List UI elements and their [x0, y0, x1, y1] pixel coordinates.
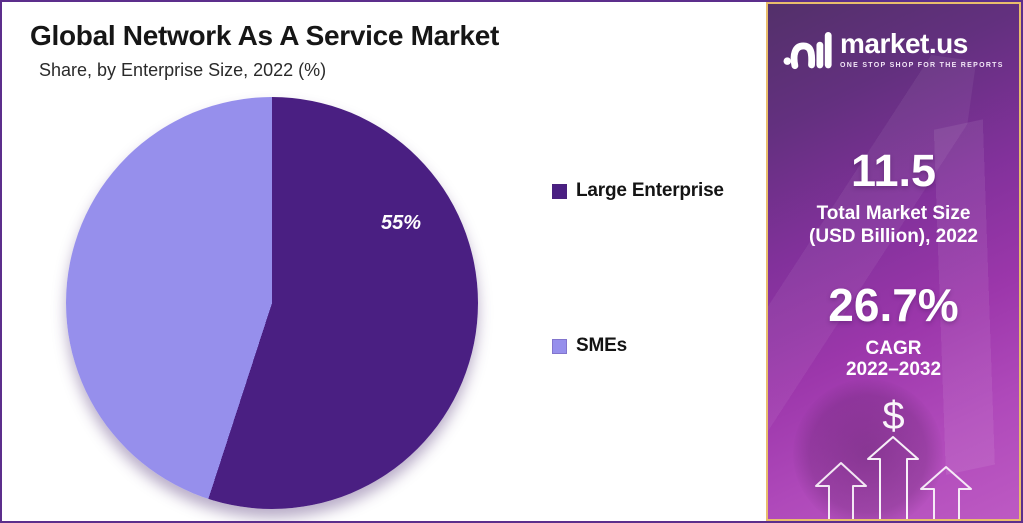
- page-title: Global Network As A Service Market: [30, 20, 500, 51]
- legend-item-large-enterprise: Large Enterprise: [552, 180, 724, 202]
- stat-market-size-value: 11.5: [850, 145, 937, 196]
- brand-text: market.us ONE STOP SHOP FOR THE REPORTS: [840, 27, 1004, 69]
- legend-swatch-smes: [552, 338, 567, 354]
- stat-cagr-label-line1: CAGR: [865, 338, 922, 359]
- chart-panel: Global Network As A Service Market Share…: [2, 2, 766, 521]
- brand-tagline: ONE STOP SHOP FOR THE REPORTS: [840, 61, 1004, 69]
- pie-slice-label: 55%: [380, 212, 422, 234]
- sidebar: market.us ONE STOP SHOP FOR THE REPORTS …: [766, 2, 1021, 521]
- growth-arrows-icon: [815, 436, 972, 519]
- stat-cagr-value: 26.7%: [828, 279, 959, 331]
- legend-item-smes: SMEs: [552, 335, 627, 357]
- stat-market-size-label-line1: Total Market Size: [816, 203, 971, 224]
- legend-label-large-enterprise: Large Enterprise: [576, 180, 724, 201]
- dollar-icon: $: [882, 394, 905, 438]
- legend-label-smes: SMEs: [576, 335, 627, 356]
- brand-logo: market.us ONE STOP SHOP FOR THE REPORTS: [782, 24, 1004, 74]
- page-subtitle: Share, by Enterprise Size, 2022 (%): [39, 60, 327, 80]
- logo-mark-icon: [783, 31, 832, 70]
- pie-chart: [66, 97, 478, 509]
- brand-name: market.us: [840, 27, 968, 59]
- stat-market-size-label-line2: (USD Billion), 2022: [809, 226, 978, 247]
- legend-swatch-large-enterprise: [552, 183, 567, 199]
- stat-cagr-label-line2: 2022–2032: [845, 359, 942, 380]
